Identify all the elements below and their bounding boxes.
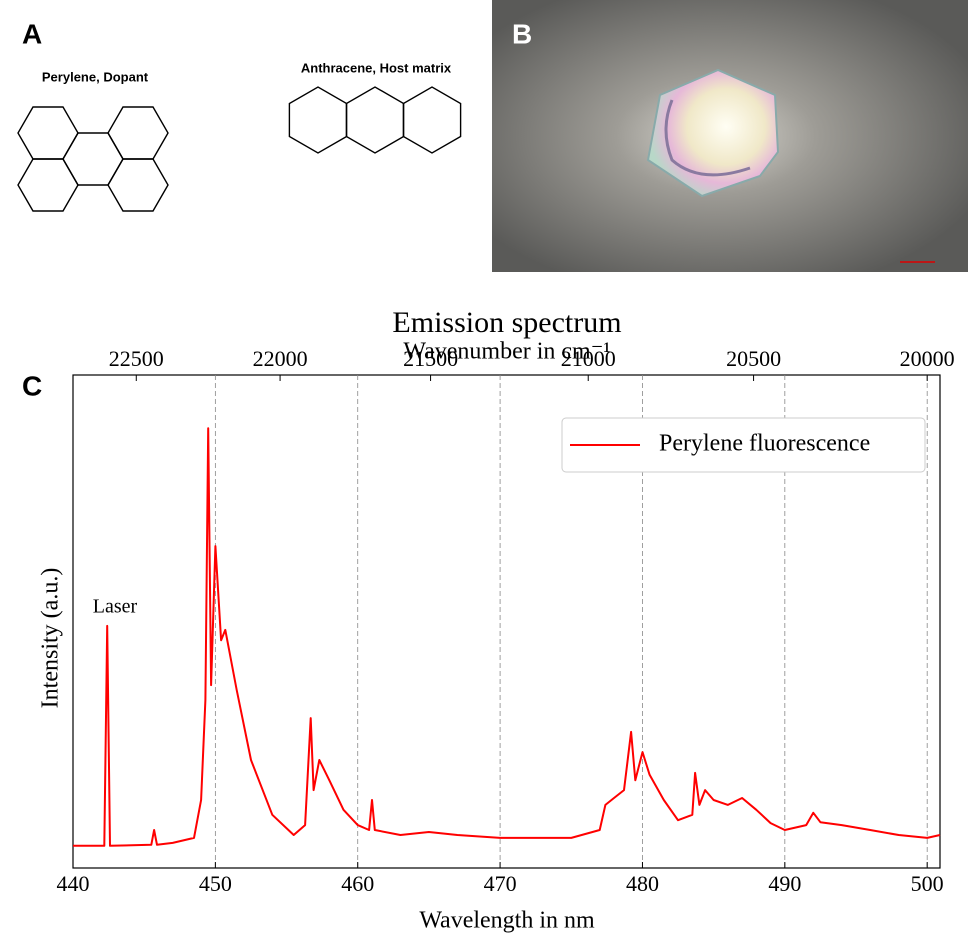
x2-tick-label: 21500	[403, 346, 458, 371]
panel-label: A	[22, 18, 42, 49]
crystal-edge	[664, 99, 751, 177]
ring	[345, 86, 405, 154]
x-axis-label: Wavelength in nm	[419, 908, 595, 934]
ring	[17, 106, 79, 160]
legend-label: Perylene fluorescence	[659, 431, 870, 457]
x-tick-label: 470	[484, 871, 517, 896]
y-axis-label: Intensity (a.u.)	[38, 568, 64, 709]
x-tick-label: 440	[57, 871, 90, 896]
x2-tick-label: 22500	[109, 346, 164, 371]
plot-frame	[72, 374, 941, 869]
ring	[288, 86, 348, 154]
chart: Emission spectrum Wavenumber in cm⁻¹ Wav…	[38, 306, 955, 934]
x2-axis-label: Wavenumber in cm⁻¹	[403, 339, 610, 365]
annotation: Laser	[93, 596, 138, 618]
chart-title: Emission spectrum	[392, 306, 621, 339]
x2-tick-label: 22000	[253, 346, 308, 371]
panel-b: B	[492, 0, 968, 272]
x-tick-label: 460	[341, 871, 374, 896]
x2-tick-label: 21000	[561, 346, 616, 371]
panel-label: B	[512, 18, 532, 49]
ring	[17, 158, 79, 212]
ring	[402, 86, 462, 154]
line-series	[73, 427, 941, 847]
ring	[107, 106, 169, 160]
panel-label: C	[22, 370, 42, 401]
x-tick-label: 490	[768, 871, 801, 896]
x-tick-label: 450	[199, 871, 232, 896]
ring	[107, 158, 169, 212]
x-tick-label: 480	[626, 871, 659, 896]
molecule-caption: Perylene, Dopant	[42, 69, 149, 84]
crystal	[646, 68, 780, 198]
legend-box	[561, 417, 926, 473]
molecule-caption: Anthracene, Host matrix	[301, 60, 452, 75]
x2-tick-label: 20500	[726, 346, 781, 371]
ring	[62, 132, 124, 186]
panel-a: A Perylene, Dopant Anthracene, Host matr…	[17, 18, 462, 212]
x2-tick-label: 20000	[900, 346, 955, 371]
molecule-drawings	[17, 86, 462, 212]
x-tick-label: 500	[911, 871, 944, 896]
